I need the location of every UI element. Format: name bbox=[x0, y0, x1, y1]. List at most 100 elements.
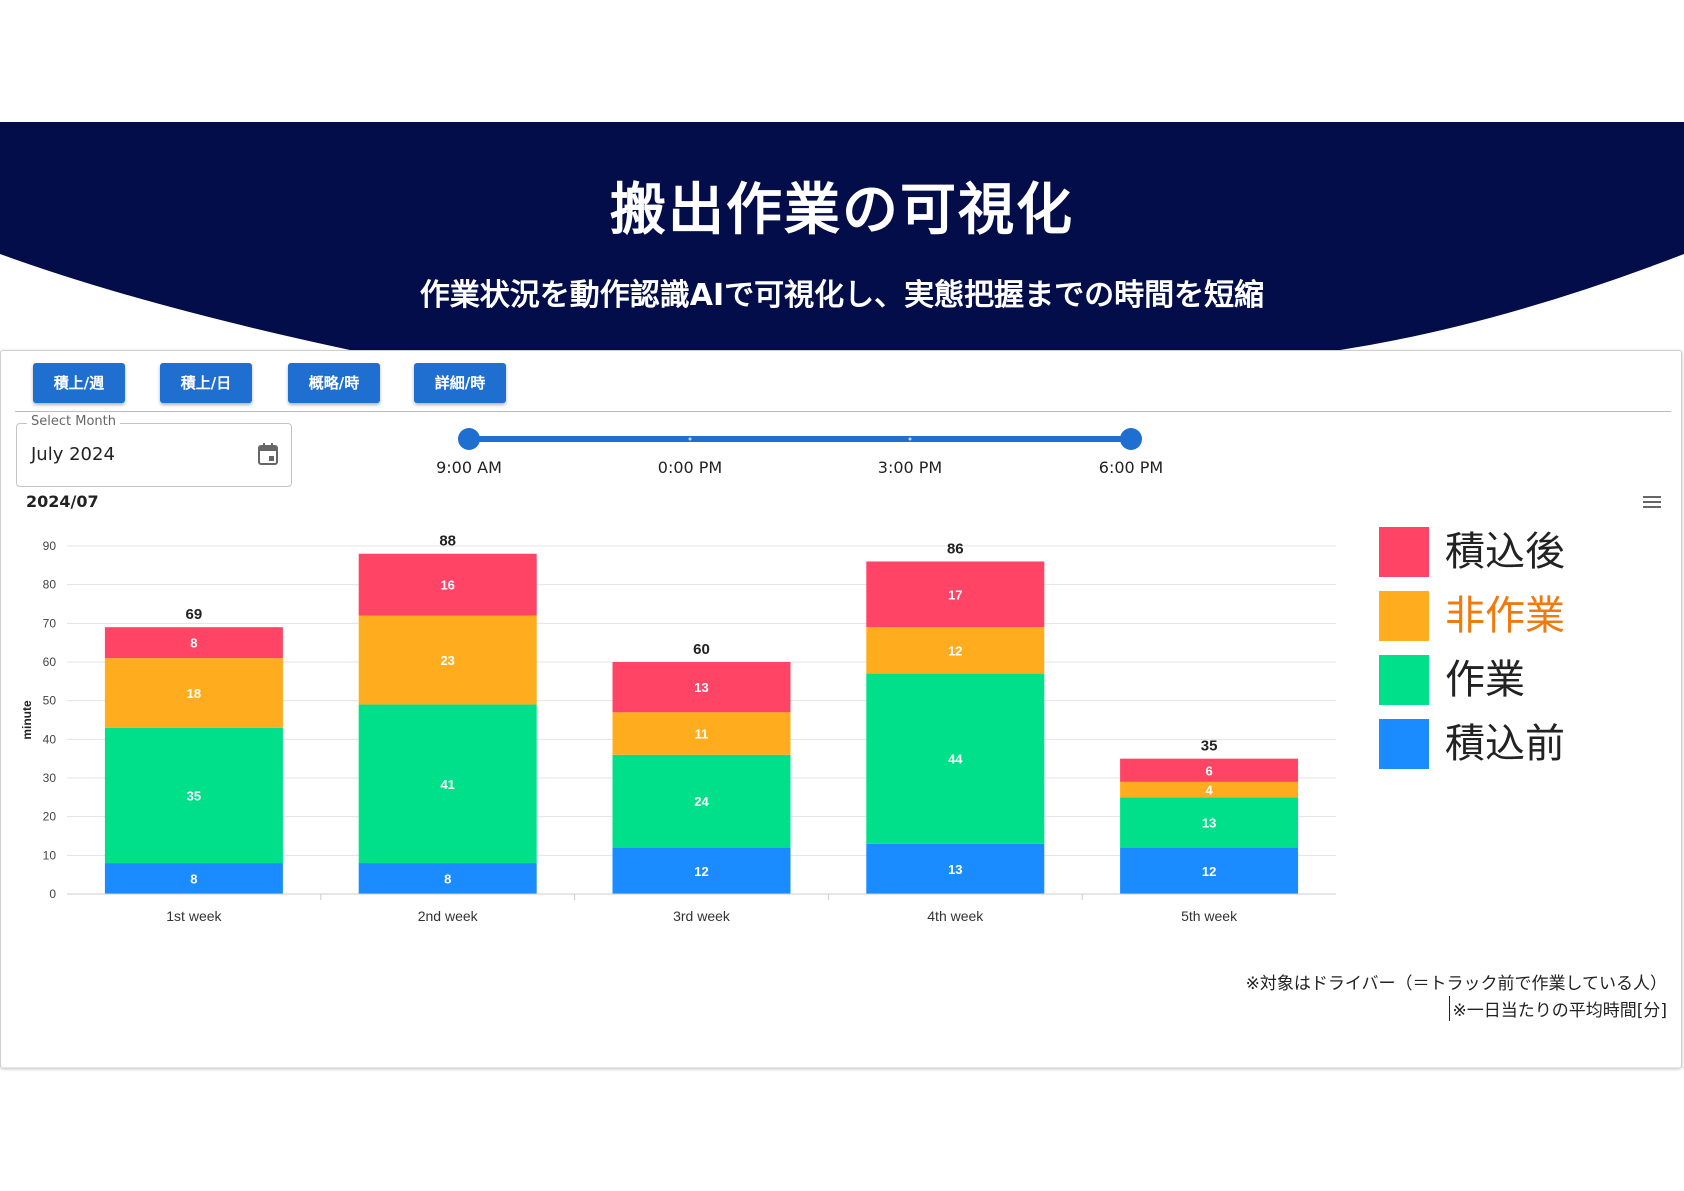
dashboard-panel: 積上/週 積上/日 概略/時 詳細/時 Select Month July 20… bbox=[0, 350, 1682, 1068]
bar-segment bbox=[612, 754, 791, 848]
legend-item-before-loading[interactable]: 積込前 bbox=[1379, 719, 1659, 783]
bar-segment bbox=[104, 863, 283, 894]
y-tick-label: 90 bbox=[43, 539, 57, 553]
slider-end-handle[interactable] bbox=[1120, 428, 1142, 450]
bar-segment bbox=[866, 673, 1045, 844]
toolbar-divider bbox=[15, 411, 1671, 412]
total-label: 88 bbox=[439, 533, 456, 550]
x-tick-label: 4th week bbox=[927, 908, 984, 924]
slider-label-noon: 0:00 PM bbox=[657, 458, 723, 477]
bar-segment bbox=[612, 662, 791, 713]
data-label: 23 bbox=[440, 653, 454, 668]
bar-segment bbox=[104, 658, 283, 728]
data-label: 8 bbox=[190, 636, 197, 651]
note-target: ※対象はドライバー（＝トラック前で作業している人） bbox=[1245, 974, 1667, 994]
hourly-summary-button[interactable]: 概略/時 bbox=[288, 363, 380, 403]
y-tick-label: 70 bbox=[43, 616, 57, 630]
y-tick-label: 60 bbox=[43, 655, 57, 669]
bar-segment bbox=[358, 704, 537, 864]
data-label: 12 bbox=[948, 643, 962, 658]
weekly-stacked-button[interactable]: 積上/週 bbox=[33, 363, 125, 403]
y-tick-label: 40 bbox=[43, 732, 57, 746]
data-label: 13 bbox=[694, 680, 708, 695]
x-tick-label: 2nd week bbox=[418, 908, 479, 924]
time-range-slider[interactable] bbox=[1, 421, 1684, 481]
chart-menu-icon[interactable] bbox=[1641, 493, 1663, 511]
hourly-detail-button[interactable]: 詳細/時 bbox=[414, 363, 506, 403]
bar-segment bbox=[612, 847, 791, 894]
total-label: 35 bbox=[1201, 738, 1218, 755]
data-label: 41 bbox=[440, 777, 454, 792]
legend-swatch bbox=[1379, 591, 1429, 641]
banner-background bbox=[0, 122, 1684, 350]
chart-title: 2024/07 bbox=[26, 492, 99, 511]
legend-item-non-work[interactable]: 非作業 bbox=[1379, 591, 1659, 655]
y-tick-label: 50 bbox=[43, 694, 57, 708]
legend-item-after-loading[interactable]: 積込後 bbox=[1379, 527, 1659, 591]
legend-swatch bbox=[1379, 719, 1429, 769]
daily-stacked-button[interactable]: 積上/日 bbox=[160, 363, 252, 403]
data-label: 12 bbox=[694, 864, 708, 879]
data-label: 4 bbox=[1205, 783, 1213, 798]
page-subtitle: 作業状況を動作認識AIで可視化し、実態把握までの時間を短縮 bbox=[419, 278, 1265, 313]
month-picker-value[interactable]: July 2024 bbox=[31, 444, 115, 465]
x-tick-label: 5th week bbox=[1181, 908, 1238, 924]
data-label: 13 bbox=[948, 862, 962, 877]
y-tick-label: 10 bbox=[43, 848, 57, 862]
bar-segment bbox=[358, 863, 537, 894]
x-tick-label: 1st week bbox=[166, 908, 222, 924]
data-label: 8 bbox=[190, 872, 197, 887]
data-label: 11 bbox=[695, 727, 709, 742]
legend-label: 作業 bbox=[1445, 657, 1525, 703]
x-tick-label: 3rd week bbox=[673, 908, 731, 924]
slider-tick bbox=[908, 437, 912, 441]
bar-segment bbox=[1120, 797, 1299, 848]
legend-label: 積込前 bbox=[1445, 721, 1565, 767]
y-tick-label: 20 bbox=[43, 810, 57, 824]
slider-label-end: 6:00 PM bbox=[1098, 458, 1164, 477]
bar-segment bbox=[866, 843, 1045, 894]
data-label: 35 bbox=[187, 788, 201, 803]
bar-segment bbox=[1120, 758, 1299, 782]
bar-segment bbox=[104, 627, 283, 659]
y-tick-label: 80 bbox=[43, 578, 57, 592]
data-label: 12 bbox=[1202, 864, 1216, 879]
bar-segment bbox=[358, 615, 537, 705]
data-label: 8 bbox=[444, 872, 451, 887]
y-tick-label: 0 bbox=[49, 887, 56, 901]
total-label: 60 bbox=[693, 641, 710, 658]
bar-segment bbox=[358, 553, 537, 616]
y-axis-title: minute bbox=[20, 700, 34, 740]
total-label: 86 bbox=[947, 540, 964, 557]
bar-segment bbox=[104, 727, 283, 864]
bar-segment bbox=[612, 712, 791, 755]
bar-segment bbox=[866, 561, 1045, 628]
data-label: 16 bbox=[440, 578, 454, 593]
data-label: 6 bbox=[1205, 763, 1212, 778]
y-tick-label: 30 bbox=[43, 771, 57, 785]
data-label: 13 bbox=[1202, 815, 1216, 830]
data-label: 17 bbox=[948, 587, 962, 602]
slider-label-start: 9:00 AM bbox=[436, 458, 502, 477]
note-unit: ※一日当たりの平均時間[分] bbox=[1449, 996, 1667, 1021]
slider-tick bbox=[688, 437, 692, 441]
data-label: 24 bbox=[694, 794, 709, 809]
slider-start-handle[interactable] bbox=[458, 428, 480, 450]
data-label: 44 bbox=[948, 752, 963, 767]
legend-swatch bbox=[1379, 655, 1429, 705]
header-banner: 搬出作業の可視化 作業状況を動作認識AIで可視化し、実態把握までの時間を短縮 bbox=[0, 0, 1684, 360]
bar-segment bbox=[1120, 781, 1299, 798]
data-label: 18 bbox=[187, 686, 201, 701]
calendar-icon[interactable] bbox=[257, 442, 279, 466]
slider-label-afternoon: 3:00 PM bbox=[877, 458, 943, 477]
page-bottom-rule bbox=[0, 1067, 1684, 1068]
legend-label: 非作業 bbox=[1445, 593, 1565, 639]
bar-segment bbox=[1120, 847, 1299, 894]
legend-item-work[interactable]: 作業 bbox=[1379, 655, 1659, 719]
legend-swatch bbox=[1379, 527, 1429, 577]
page-title: 搬出作業の可視化 bbox=[610, 178, 1074, 243]
month-picker-label: Select Month bbox=[27, 414, 120, 429]
month-picker[interactable]: Select Month July 2024 bbox=[16, 414, 292, 487]
bar-segment bbox=[866, 627, 1045, 674]
total-label: 69 bbox=[186, 606, 203, 623]
